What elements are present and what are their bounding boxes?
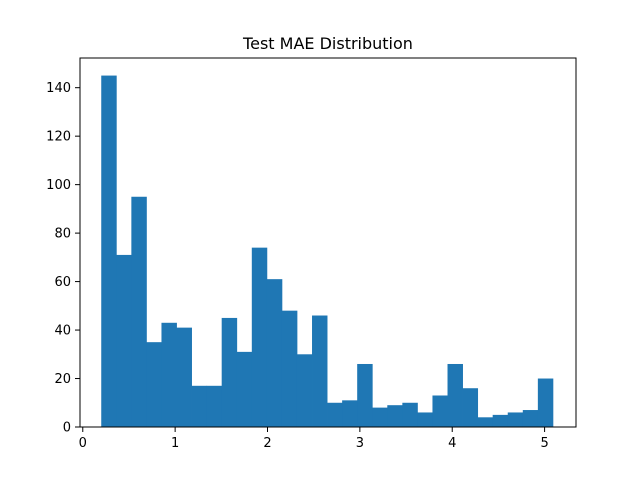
histogram-bar (312, 315, 328, 427)
histogram-bar (236, 351, 253, 427)
y-tick-label: 80 (54, 227, 71, 242)
histogram-bar (131, 196, 147, 427)
histogram-bar (161, 322, 177, 427)
x-tick-label: 1 (171, 436, 179, 451)
histogram-bar (507, 412, 524, 427)
y-tick-label: 60 (54, 275, 71, 290)
x-tick-label: 0 (79, 436, 87, 451)
histogram-bar (447, 363, 463, 427)
x-tick-label: 3 (356, 436, 364, 451)
x-tick-label: 5 (540, 436, 548, 451)
histogram-bar (462, 388, 479, 427)
histogram-bar (492, 414, 509, 427)
histogram-bar (146, 342, 162, 427)
histogram-bar (296, 354, 313, 427)
histogram-bar (266, 279, 283, 427)
histogram-bar (357, 363, 373, 427)
histogram-bar (101, 75, 117, 428)
bars-group (101, 75, 554, 428)
plot-frame (79, 57, 577, 428)
histogram-bar (251, 247, 268, 427)
chart-title: Test MAE Distribution (242, 34, 413, 53)
histogram-bar (537, 378, 554, 427)
histogram-bar (342, 400, 358, 427)
y-tick-label: 0 (63, 421, 71, 436)
y-tick-label: 140 (46, 81, 71, 96)
histogram-bar (221, 317, 238, 427)
y-tick-label: 20 (54, 372, 71, 387)
histogram-bar (417, 412, 433, 427)
y-axis: 0 20 40 60 80 100 120 140 (46, 81, 80, 436)
histogram-bar (402, 402, 418, 427)
x-tick-label: 2 (263, 436, 271, 451)
histogram-bar (522, 410, 539, 427)
histogram-bar (206, 385, 223, 427)
y-tick-label: 40 (54, 324, 71, 339)
histogram-bar (191, 385, 208, 427)
histogram-bar (176, 327, 192, 427)
x-axis: 0 1 2 3 4 5 (79, 427, 549, 451)
y-tick-label: 120 (46, 130, 71, 145)
x-tick-label: 4 (448, 436, 456, 451)
histogram-bar (432, 395, 448, 427)
histogram-bar (327, 402, 343, 427)
histogram-bar (372, 407, 388, 427)
y-tick-label: 100 (46, 178, 71, 193)
histogram-bar (116, 254, 132, 427)
histogram-bar (281, 310, 298, 427)
histogram-bar (477, 417, 494, 427)
histogram-bar (387, 405, 403, 427)
